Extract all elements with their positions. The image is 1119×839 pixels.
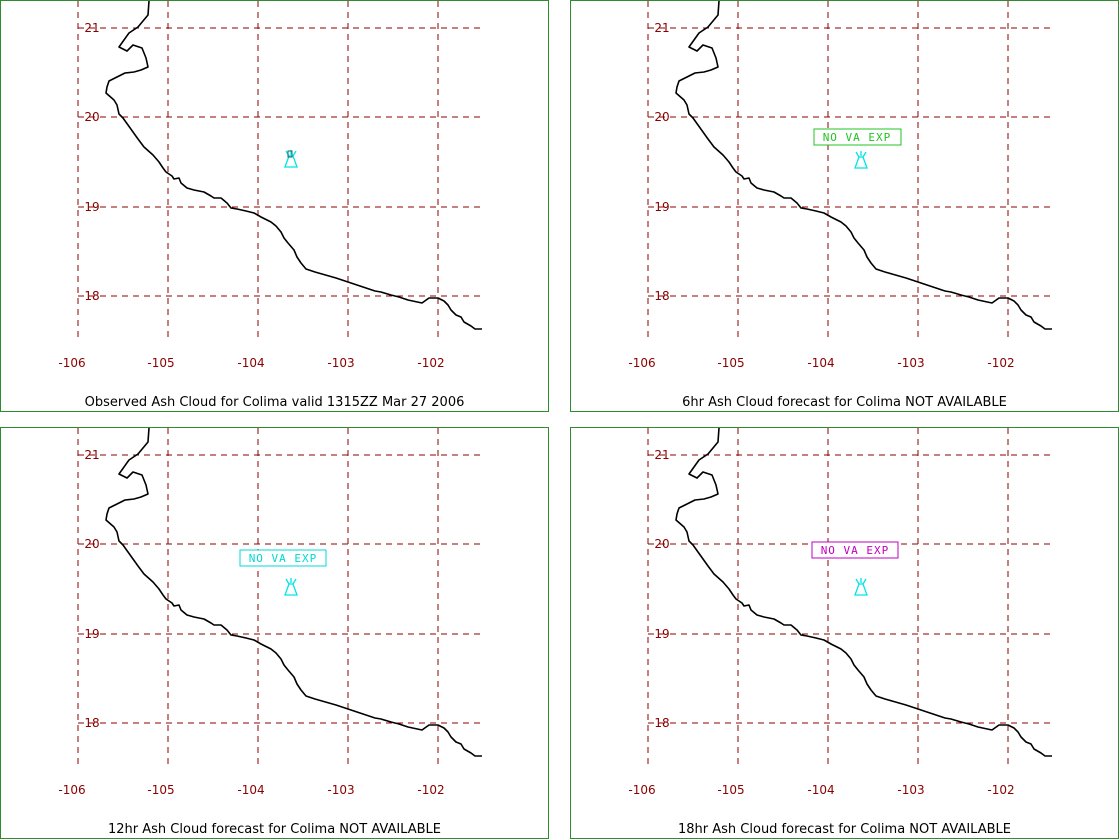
coastline	[105, 1, 482, 330]
lat-label-19: 19	[654, 627, 669, 641]
lat-label-18: 18	[84, 289, 99, 303]
lat-label-19: 19	[84, 200, 99, 214]
grid	[647, 1, 1054, 341]
lon-label-104: -104	[807, 783, 834, 797]
lon-label-104: -104	[237, 783, 264, 797]
volcano-icon	[854, 578, 868, 596]
annotation-box	[239, 549, 327, 567]
lon-label-105: -105	[717, 783, 744, 797]
caption-12hr: 12hr Ash Cloud forecast for Colima NOT A…	[108, 822, 441, 837]
lat-label-18: 18	[654, 289, 669, 303]
lat-label-19: 19	[654, 200, 669, 214]
lat-label-20: 20	[84, 537, 99, 551]
lat-label-21: 21	[654, 21, 669, 35]
lon-label-104: -104	[807, 356, 834, 370]
lon-label-103: -103	[897, 783, 924, 797]
volcano-icon	[284, 578, 298, 596]
annotation-no-va-exp: NO VA EXP	[821, 544, 890, 557]
annotation-box	[811, 541, 899, 559]
panel-6hr: 21 20 19 18 -106 -105 -104 -103 -102 NO …	[570, 0, 1119, 412]
lat-label-18: 18	[654, 716, 669, 730]
lat-label-19: 19	[84, 627, 99, 641]
lon-label-103: -103	[327, 356, 354, 370]
lon-label-105: -105	[147, 356, 174, 370]
volcano-icon	[284, 150, 298, 168]
lon-label-102: -102	[417, 356, 444, 370]
lon-label-104: -104	[237, 356, 264, 370]
caption-18hr: 18hr Ash Cloud forecast for Colima NOT A…	[678, 822, 1011, 837]
lat-label-20: 20	[654, 110, 669, 124]
map-6hr: 21 20 19 18 -106 -105 -104 -103 -102 NO …	[628, 1, 1054, 370]
panel-18hr: 21 20 19 18 -106 -105 -104 -103 -102 NO …	[570, 427, 1119, 839]
lon-label-106: -106	[58, 356, 85, 370]
lat-label-20: 20	[84, 110, 99, 124]
annotation-no-va-exp: NO VA EXP	[249, 552, 318, 565]
coastline	[675, 1, 1052, 330]
lon-label-102: -102	[417, 783, 444, 797]
coastline	[105, 428, 482, 757]
annotation-no-va-exp: NO VA EXP	[823, 131, 892, 144]
grid	[77, 428, 484, 768]
lat-label-21: 21	[84, 21, 99, 35]
lon-label-106: -106	[58, 783, 85, 797]
panel-observed: 21 20 19 18 -106 -105 -104 -103 -102 Obs…	[0, 0, 549, 412]
lon-label-106: -106	[628, 783, 655, 797]
lat-label-21: 21	[654, 448, 669, 462]
lon-label-102: -102	[987, 356, 1014, 370]
panel-12hr: 21 20 19 18 -106 -105 -104 -103 -102 NO …	[0, 427, 549, 839]
annotation-box	[813, 128, 902, 146]
lat-label-21: 21	[84, 448, 99, 462]
caption-observed: Observed Ash Cloud for Colima valid 1315…	[84, 395, 465, 410]
lon-label-102: -102	[987, 783, 1014, 797]
map-18hr: 21 20 19 18 -106 -105 -104 -103 -102 NO …	[628, 428, 1054, 797]
coastline	[675, 428, 1052, 757]
lon-label-103: -103	[897, 356, 924, 370]
lon-label-105: -105	[147, 783, 174, 797]
map-observed: 21 20 19 18 -106 -105 -104 -103 -102	[58, 1, 484, 370]
lon-label-105: -105	[717, 356, 744, 370]
lon-label-103: -103	[327, 783, 354, 797]
grid	[647, 428, 1054, 768]
lon-label-106: -106	[628, 356, 655, 370]
volcano-icon	[854, 151, 868, 169]
lat-label-20: 20	[654, 537, 669, 551]
caption-6hr: 6hr Ash Cloud forecast for Colima NOT AV…	[682, 395, 1007, 410]
grid	[77, 1, 484, 341]
lat-label-18: 18	[84, 716, 99, 730]
map-12hr: 21 20 19 18 -106 -105 -104 -103 -102 NO …	[58, 428, 484, 797]
